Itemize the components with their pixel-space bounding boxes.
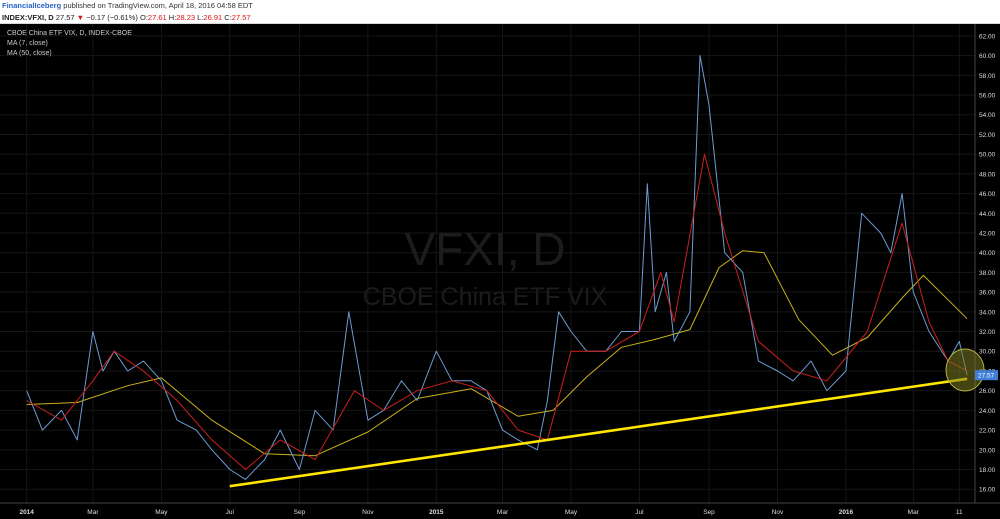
y-tick-label: 30.00 <box>979 349 996 356</box>
close-label: C: <box>224 13 232 22</box>
y-tick-label: 36.00 <box>979 290 996 297</box>
y-tick-label: 62.00 <box>979 33 996 40</box>
open-label: O: <box>139 13 148 22</box>
open-value: 27.61 <box>147 13 167 22</box>
quote-bar: INDEX:VFXI, D 27.57 ▼ −0.17 (−0.61%) O:2… <box>0 12 1000 24</box>
x-tick-label: 2016 <box>839 509 854 516</box>
low-value: 26.91 <box>203 13 223 22</box>
x-tick-label: Mar <box>497 509 509 516</box>
legend-ma7: MA (7, close) <box>7 40 48 47</box>
y-tick-label: 18.00 <box>979 467 996 474</box>
watermark-name: CBOE China ETF VIX <box>363 283 608 311</box>
y-tick-label: 16.00 <box>979 487 996 494</box>
y-tick-label: 44.00 <box>979 211 996 218</box>
last-price-badge <box>975 370 998 381</box>
x-tick-label: Mar <box>87 509 99 516</box>
high-label: H: <box>168 13 177 22</box>
price-axis[interactable]: 16.0018.0020.0022.0024.0026.0028.0030.00… <box>979 33 996 493</box>
y-tick-label: 48.00 <box>979 171 996 178</box>
grid <box>0 24 975 503</box>
y-tick-label: 26.00 <box>979 388 996 395</box>
last-price-label: 27.57 <box>978 373 995 380</box>
y-tick-label: 58.00 <box>979 73 996 80</box>
y-tick-label: 52.00 <box>979 132 996 139</box>
y-tick-label: 34.00 <box>979 309 996 316</box>
author-link[interactable]: FinancialIceberg <box>2 1 62 10</box>
price-change: −0.17 (−0.61%) <box>86 13 138 22</box>
last-price-marker: 27.57 <box>975 370 998 381</box>
symbol-label[interactable]: INDEX:VFXI, D <box>2 13 54 22</box>
publish-bar: FinancialIceberg published on TradingVie… <box>0 0 1000 12</box>
x-tick-label: Nov <box>772 509 784 516</box>
ma7-line <box>26 153 968 470</box>
y-tick-label: 40.00 <box>979 250 996 257</box>
x-tick-label: 11 <box>956 509 963 516</box>
publish-info: published on TradingView.com, April 18, … <box>63 1 253 10</box>
watermark-symbol: VFXI, D <box>404 223 565 275</box>
highlight-circle <box>945 348 985 392</box>
price-line <box>26 55 968 480</box>
price-chart[interactable]: VFXI, D CBOE China ETF VIX 16.00 18.00 20.… <box>0 24 1000 519</box>
y-tick-label: 20.00 <box>979 447 996 454</box>
x-tick-label: Jul <box>635 509 644 516</box>
x-tick-label: 2015 <box>429 509 444 516</box>
time-axis[interactable]: 2014 Mar May Jul Sep Nov 2015 Mar May Jul Sep Nov 20… <box>19 509 963 516</box>
close-value: 27.57 <box>231 13 251 22</box>
x-tick-label: May <box>565 509 578 516</box>
y-tick-label: 32.00 <box>979 329 996 336</box>
legend-ma50: MA (50, close) <box>7 50 52 57</box>
x-tick-label: Sep <box>703 509 715 516</box>
x-tick-label: Nov <box>362 509 374 516</box>
x-tick-label: 2014 <box>19 509 34 516</box>
x-tick-label: Sep <box>294 509 306 516</box>
trendline <box>229 377 968 488</box>
x-tick-label: Mar <box>908 509 920 516</box>
last-price: 27.57 <box>55 13 75 22</box>
down-arrow-icon: ▼ <box>76 13 85 22</box>
y-tick-label: 60.00 <box>979 53 996 60</box>
x-tick-label: Jul <box>226 509 235 516</box>
legend-title: CBOE China ETF VIX, D, INDEX-CBOE <box>7 30 132 37</box>
y-tick-label: 42.00 <box>979 230 996 237</box>
ma50-line <box>26 250 968 457</box>
low-label: L: <box>197 13 204 22</box>
y-tick-label: 24.00 <box>979 408 996 415</box>
y-tick-label: 38.00 <box>979 270 996 277</box>
y-tick-label: 22.00 <box>979 428 996 435</box>
y-tick-label: 56.00 <box>979 93 996 100</box>
high-value: 28.23 <box>176 13 196 22</box>
y-tick-label: 46.00 <box>979 191 996 198</box>
y-tick-label: 50.00 <box>979 152 996 159</box>
series-group <box>26 55 968 488</box>
x-tick-label: May <box>155 509 168 516</box>
y-tick-label: 54.00 <box>979 112 996 119</box>
